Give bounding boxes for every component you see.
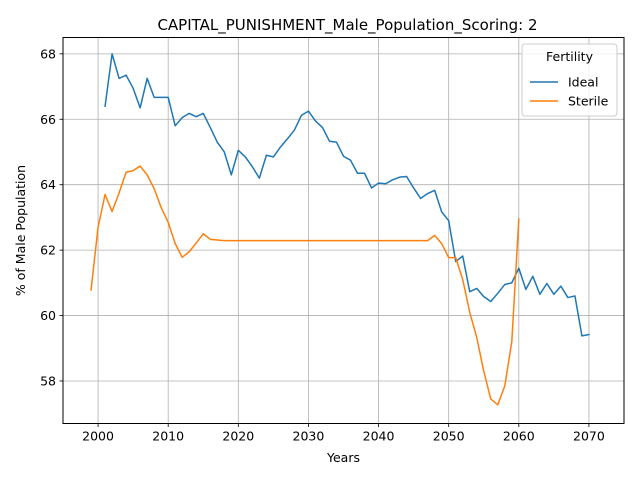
series-line-sterile bbox=[90, 165, 520, 406]
chart-title: CAPITAL_PUNISHMENT_Male_Population_Scori… bbox=[157, 16, 537, 35]
x-axis-label: Years bbox=[326, 450, 360, 465]
y-tick-label: 60 bbox=[40, 308, 56, 323]
x-tick-label: 2050 bbox=[433, 429, 465, 444]
y-axis-label: % of Male Population bbox=[13, 165, 28, 296]
x-tick-label: 2000 bbox=[82, 429, 114, 444]
y-tick-label: 64 bbox=[40, 177, 56, 192]
legend-title: Fertility bbox=[546, 49, 594, 64]
series-layer bbox=[90, 53, 590, 406]
x-tick-label: 2010 bbox=[152, 429, 184, 444]
y-tick-label: 62 bbox=[40, 243, 56, 258]
legend: Fertility Ideal Sterile bbox=[521, 43, 618, 117]
plot-frame bbox=[62, 37, 625, 424]
x-tick-label: 2060 bbox=[503, 429, 535, 444]
legend-label-sterile: Sterile bbox=[568, 94, 609, 109]
x-tick-label: 2070 bbox=[573, 429, 605, 444]
series-line-ideal bbox=[104, 53, 590, 337]
legend-box bbox=[521, 43, 618, 117]
y-tick-label: 58 bbox=[40, 373, 56, 388]
x-axis-ticks: 2000 2010 2020 2030 2040 2050 2060 2070 bbox=[82, 423, 605, 444]
x-tick-label: 2030 bbox=[293, 429, 325, 444]
legend-label-ideal: Ideal bbox=[568, 75, 598, 90]
y-tick-label: 66 bbox=[40, 112, 56, 127]
x-tick-label: 2020 bbox=[222, 429, 254, 444]
y-tick-label: 68 bbox=[40, 46, 56, 61]
y-axis-ticks: 58 60 62 64 66 68 bbox=[40, 46, 63, 388]
x-tick-label: 2040 bbox=[363, 429, 395, 444]
